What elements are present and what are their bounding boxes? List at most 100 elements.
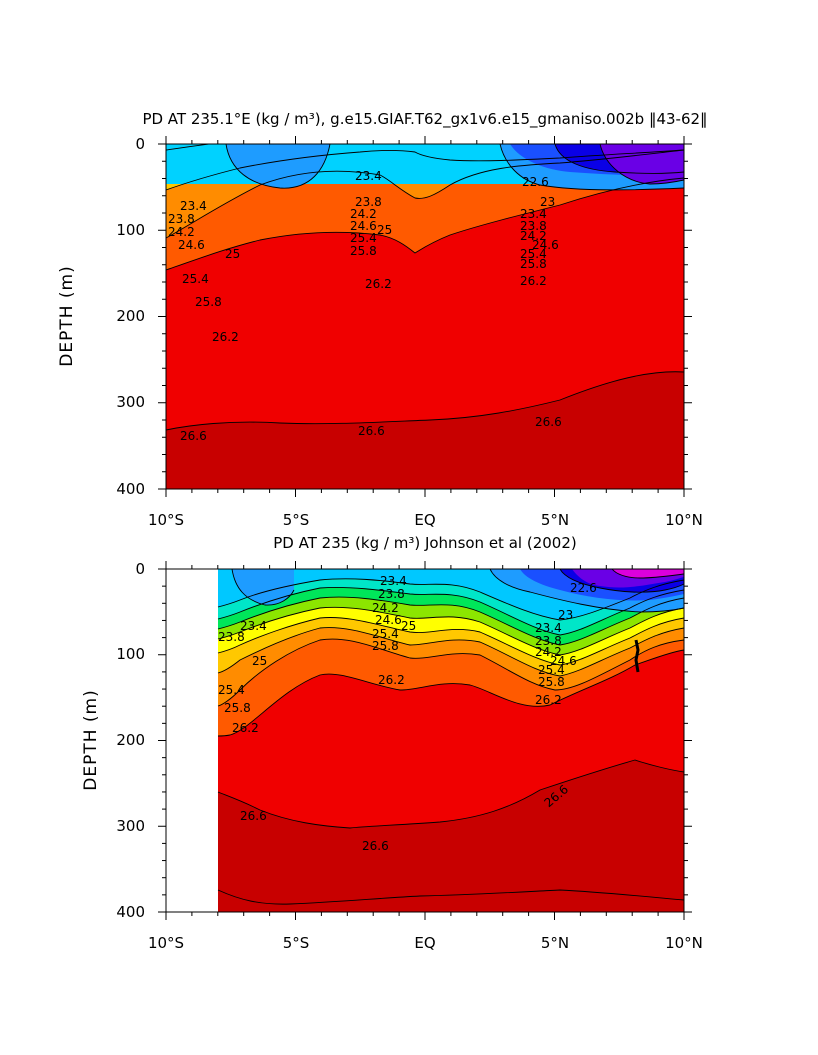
top-y-tick-label: 300 (116, 393, 145, 411)
bottom-y-tick-label: 200 (116, 731, 145, 749)
bottom-contour-line (217, 606, 684, 656)
bottom-contour-label: 24.2 (535, 645, 562, 659)
top-contour-label: 24.6 (532, 238, 559, 252)
bottom-x-tick-label: EQ (414, 934, 435, 952)
bottom-x-tick-label: 5°S (283, 934, 310, 952)
top-contour-labels: 23.4 23.8 24.2 24.6 25 25.4 25.8 26.2 23… (168, 169, 562, 443)
bottom-y-tick-label: 400 (116, 903, 145, 921)
bottom-contour-label: 25.8 (372, 639, 399, 653)
top-panel: PD AT 235.1°E (kg / m³), g.e15.GIAF.T62_… (57, 60, 708, 529)
top-contour-line (166, 60, 684, 92)
top-contour-label: 24.2 (168, 225, 195, 239)
top-contour-line (554, 144, 684, 174)
top-y-tick-label: 100 (116, 221, 145, 239)
top-contour-label: 25 (225, 247, 240, 261)
top-x-tick-label: 10°S (148, 511, 184, 529)
top-contour-label: 25.8 (350, 244, 377, 258)
top-contour-label: 23.4 (355, 169, 382, 183)
bottom-y-tick-label: 100 (116, 645, 145, 663)
bottom-contour-label: 25.8 (538, 675, 565, 689)
bottom-contour-line (217, 638, 684, 707)
top-contour-label: 26.6 (180, 429, 207, 443)
top-contour-label: 25.8 (195, 295, 222, 309)
bottom-contour-label: 22.6 (570, 581, 597, 595)
top-contour-label: 25.4 (350, 231, 377, 245)
bottom-contour-label: 26.6 (362, 839, 389, 853)
bottom-contour-line (217, 627, 684, 677)
bottom-contour-label: 24.2 (372, 601, 399, 615)
bottom-contour-label: 23.4 (380, 574, 407, 588)
bottom-contour-line (217, 617, 684, 666)
bottom-axes: 10°S 5°S EQ 5°N 10°N 0 100 200 300 400 (116, 560, 703, 952)
top-contour-label: 25.4 (182, 272, 209, 286)
bottom-contour-line (489, 569, 684, 613)
bottom-contour-label: 23 (558, 608, 573, 622)
top-band-23.0 (166, 60, 684, 144)
bottom-pool-left (232, 569, 294, 606)
top-contour-label: 23.8 (355, 195, 382, 209)
top-contour-label: 23.4 (180, 199, 207, 213)
top-contour-lines (166, 60, 684, 431)
top-y-tick-label: 0 (135, 135, 145, 153)
top-contour-line (166, 82, 684, 106)
bottom-tick-marks (158, 561, 692, 920)
bottom-x-tick-label: 10°N (665, 934, 703, 952)
top-tick-marks (158, 136, 692, 497)
bottom-contour-label: 25 (252, 654, 267, 668)
bottom-contour-line (559, 569, 684, 593)
top-contour-label: 22.6 (522, 175, 549, 189)
bottom-contour-line (217, 578, 684, 621)
bottom-x-tick-label: 10°S (148, 934, 184, 952)
bottom-chart-title: PD AT 235 (kg / m³) Johnson et al (2002) (273, 534, 576, 552)
bottom-contour-label: 25.4 (218, 683, 245, 697)
top-contour-line (166, 149, 684, 191)
top-axes: 10°S 5°S EQ 5°N 10°N 0 100 200 300 400 (116, 135, 703, 529)
top-contour-label: 26.2 (520, 274, 547, 288)
bottom-contour-line (217, 889, 684, 905)
bottom-contour-line (217, 759, 684, 829)
top-y-axis-title: DEPTH (m) (57, 265, 77, 366)
top-y-tick-label: 200 (116, 307, 145, 325)
bottom-contour-label: 25.4 (372, 627, 399, 641)
bottom-contour-label: 23.8 (535, 634, 562, 648)
bottom-contour-label: 23.4 (240, 619, 267, 633)
bottom-y-tick-label: 0 (135, 560, 145, 578)
top-contour-label: 24.6 (350, 219, 377, 233)
bottom-panel: PD AT 235 (kg / m³) Johnson et al (2002)… (81, 534, 703, 952)
bottom-contour-label: 26.2 (232, 721, 259, 735)
bottom-contour-label: 23.8 (378, 587, 405, 601)
top-contour-line (499, 144, 684, 191)
top-contour-label: 24.2 (350, 207, 377, 221)
top-contour-line (225, 144, 331, 189)
bottom-contour-label: 25 (401, 619, 416, 633)
bottom-contour-label: 25.8 (224, 701, 251, 715)
bottom-contour-label: 23.4 (535, 621, 562, 635)
bottom-pool-right-magenta (612, 569, 684, 578)
top-contour-label: 25.4 (520, 247, 547, 261)
bottom-contour-label: 25.4 (538, 663, 565, 677)
top-x-tick-label: 5°N (541, 511, 569, 529)
top-contour-label: 25 (377, 223, 392, 237)
bottom-contour-line (217, 649, 684, 737)
top-contour-label: 23.8 (168, 212, 195, 226)
bottom-contour-line (611, 569, 684, 579)
top-contour-line (166, 177, 684, 271)
bottom-contour-label: 26.6 (240, 809, 267, 823)
bottom-contour-line (634, 639, 640, 673)
top-contour-line (599, 144, 684, 185)
top-x-tick-label: 5°S (283, 511, 310, 529)
top-chart-title: PD AT 235.1°E (kg / m³), g.e15.GIAF.T62_… (142, 110, 707, 129)
top-contour-label: 23.4 (520, 207, 547, 221)
top-contour-label: 23 (540, 195, 555, 209)
bottom-contour-line (231, 569, 295, 606)
bottom-y-axis-title: DEPTH (m) (81, 689, 101, 790)
top-contour-line (166, 371, 684, 431)
bottom-contour-label: 26.2 (378, 673, 405, 687)
top-contour-line (166, 149, 684, 239)
top-contour-label: 23.8 (520, 219, 547, 233)
bottom-plot-area (218, 569, 684, 912)
bottom-x-tick-label: 5°N (541, 934, 569, 952)
bottom-contour-lines (217, 569, 684, 905)
top-contour-label: 25.8 (520, 257, 547, 271)
top-pool-left (226, 144, 330, 189)
